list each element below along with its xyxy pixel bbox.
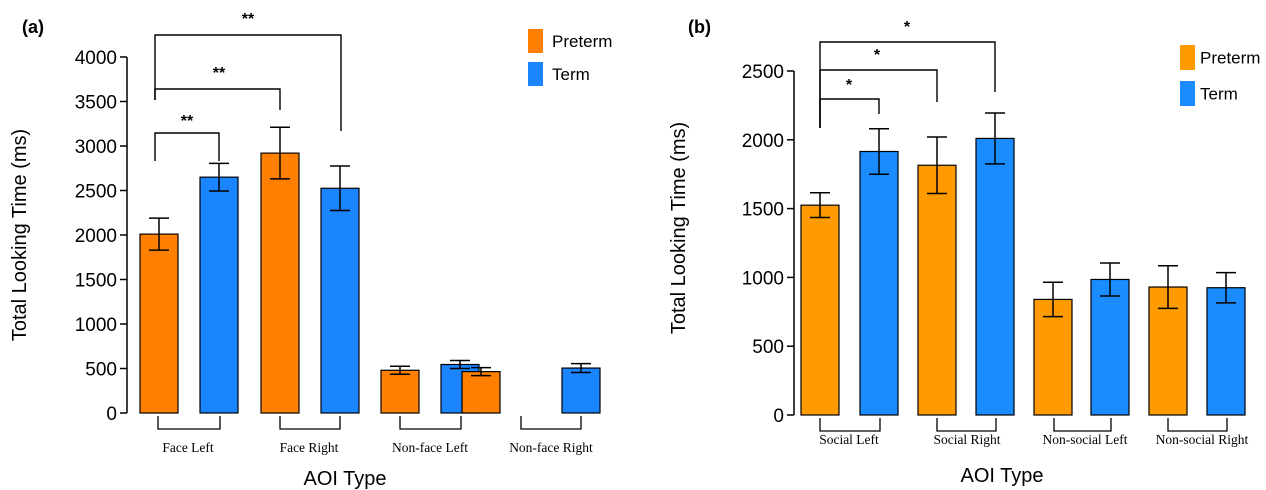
legend-swatch-term [1180, 81, 1195, 106]
legend-swatch-term [528, 62, 543, 86]
bar-preterm-1 [917, 164, 957, 416]
significance-bracket [819, 41, 996, 128]
legend-label-preterm: Preterm [552, 32, 612, 51]
y-tick-label: 3500 [75, 93, 117, 114]
y-tick-label: 1000 [742, 268, 784, 289]
bar-term-3 [1206, 287, 1246, 416]
significance-marker: ** [242, 11, 255, 28]
bar-preterm-0 [139, 233, 179, 414]
y-tick-label: 1500 [75, 271, 117, 292]
x-category-label: Face Left [162, 440, 214, 455]
y-axis-title: Total Looking Time (ms) [9, 129, 31, 341]
x-axis-title: AOI Type [960, 465, 1043, 487]
category-bracket [520, 416, 582, 430]
x-axis-title: AOI Type [303, 468, 386, 490]
y-axis-title: Total Looking Time (ms) [668, 122, 690, 334]
x-category-label: Social Left [819, 432, 879, 447]
significance-marker: * [904, 19, 911, 36]
bar-term-1 [975, 137, 1015, 416]
y-tick-label: 500 [85, 360, 117, 381]
significance-marker: ** [181, 113, 194, 130]
y-tick-label: 2500 [742, 62, 784, 83]
bar-term-3 [561, 367, 601, 414]
x-category-label: Non-social Left [1042, 432, 1127, 447]
category-bracket [157, 416, 221, 430]
category-bracket [399, 416, 462, 430]
y-tick-label: 1000 [75, 315, 117, 336]
y-tick-label: 0 [106, 404, 117, 425]
bar-term-2 [1090, 278, 1130, 416]
legend-label-preterm: Preterm [1200, 49, 1260, 68]
y-tick-label: 2000 [75, 226, 117, 247]
category-bracket [819, 418, 881, 432]
y-tick-label: 500 [752, 337, 784, 358]
bar-term-0 [859, 150, 899, 416]
bar-preterm-3 [461, 371, 501, 414]
legend-label-term: Term [552, 65, 590, 84]
category-bracket [279, 416, 341, 430]
category-bracket [1167, 418, 1228, 432]
y-tick-label: 4000 [75, 48, 117, 69]
panel-label: (b) [688, 17, 711, 37]
significance-bracket [154, 132, 220, 161]
panel-label: (a) [22, 17, 44, 37]
x-category-label: Non-social Right [1156, 432, 1249, 447]
y-tick-label: 1500 [742, 200, 784, 221]
bar-term-0 [199, 176, 239, 414]
bar-preterm-2 [380, 369, 420, 414]
x-category-label: Social Right [933, 432, 1000, 447]
y-tick-label: 3000 [75, 137, 117, 158]
bar-term-1 [320, 187, 360, 414]
significance-bracket [154, 88, 281, 110]
x-category-label: Non-face Right [509, 440, 593, 455]
bar-preterm-0 [800, 204, 840, 416]
significance-marker: ** [213, 65, 226, 82]
category-bracket [1053, 418, 1112, 432]
legend-swatch-preterm [1180, 45, 1195, 70]
y-tick-label: 0 [773, 406, 784, 427]
category-bracket [936, 418, 997, 432]
significance-marker: * [846, 77, 853, 94]
legend-swatch-preterm [528, 29, 543, 53]
significance-bracket [819, 98, 880, 128]
y-tick-label: 2000 [742, 131, 784, 152]
bar-preterm-2 [1033, 298, 1073, 416]
legend-label-term: Term [1200, 85, 1238, 104]
significance-marker: * [874, 47, 881, 64]
y-tick-label: 2500 [75, 182, 117, 203]
significance-bracket [154, 34, 342, 131]
bar-preterm-1 [260, 152, 300, 414]
x-category-label: Face Right [280, 440, 339, 455]
x-category-label: Non-face Left [392, 440, 468, 455]
